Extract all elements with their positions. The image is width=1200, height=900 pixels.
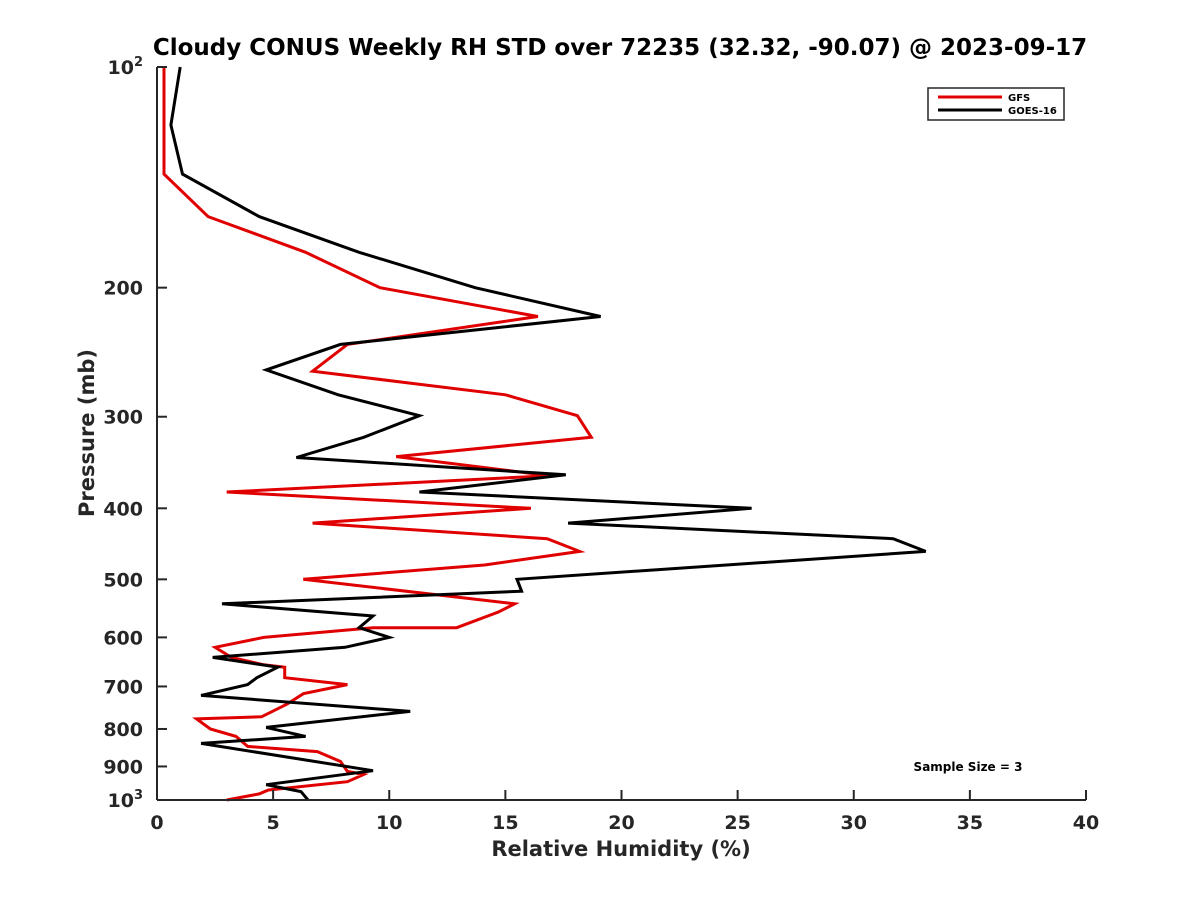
- y-tick-label: 800: [103, 719, 143, 741]
- series-line-gfs: [162, 67, 594, 802]
- sample-size-annotation: Sample Size = 3: [914, 760, 1023, 774]
- x-tick-label: 0: [150, 812, 163, 834]
- y-tick-label: 103: [108, 788, 144, 812]
- y-tick-label: 400: [103, 498, 143, 520]
- x-tick-label: 25: [724, 812, 750, 834]
- x-tick-label: 40: [1073, 812, 1099, 834]
- x-tick-label: 5: [267, 812, 280, 834]
- y-axis-label: Pressure (mb): [75, 349, 99, 517]
- y-tick-label: 500: [103, 569, 143, 591]
- y-tick-label: 900: [103, 756, 143, 778]
- y-tick-label: 600: [103, 627, 143, 649]
- y-tick-label: 700: [103, 676, 143, 698]
- series-line-goes16: [169, 66, 927, 801]
- y-tick-label: 102: [108, 55, 144, 79]
- legend-box: [927, 87, 1065, 121]
- legend-label-gfs: GFS: [1008, 93, 1030, 104]
- y-axis-ticks: 102 200 300 400 500 600 700 800 900 103: [103, 55, 167, 812]
- x-axis-ticks: 0 5 10 15 20 25 30 35 40: [150, 790, 1099, 834]
- y-tick-label: 300: [103, 407, 143, 429]
- x-tick-label: 20: [608, 812, 634, 834]
- chart-title: Cloudy CONUS Weekly RH STD over 72235 (3…: [153, 35, 1087, 61]
- x-tick-label: 15: [492, 812, 518, 834]
- plot-lines: [162, 66, 927, 802]
- y-tick-label: 200: [103, 278, 143, 300]
- legend-label-goes16: GOES-16: [1008, 106, 1057, 117]
- x-axis-label: Relative Humidity (%): [491, 837, 750, 861]
- x-tick-label: 35: [957, 812, 983, 834]
- legend: GFS GOES-16: [927, 87, 1065, 121]
- x-tick-label: 30: [841, 812, 867, 834]
- x-tick-label: 10: [376, 812, 402, 834]
